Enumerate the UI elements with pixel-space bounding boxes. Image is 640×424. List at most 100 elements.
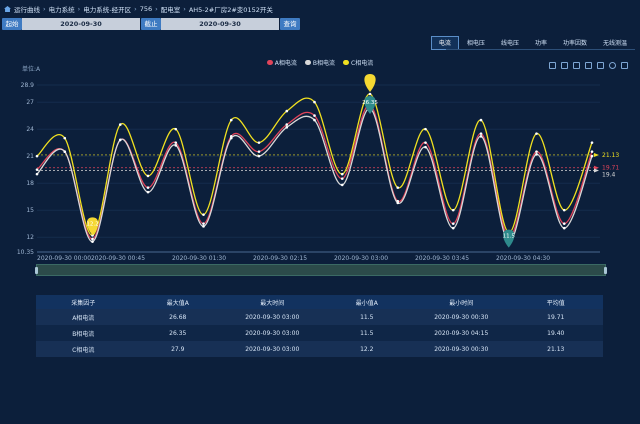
data-point bbox=[146, 174, 150, 178]
data-point bbox=[35, 172, 39, 176]
max-marker bbox=[364, 74, 376, 93]
x-tick-label: 2020-09-30 02:15 bbox=[253, 255, 307, 262]
average-label: 19.71 bbox=[602, 165, 619, 172]
breadcrumb-item[interactable]: 756 bbox=[139, 5, 153, 13]
search-button[interactable]: 查询 bbox=[280, 18, 300, 30]
start-date-label: 起始 bbox=[2, 18, 22, 30]
legend-item-c[interactable]: C相电流 bbox=[343, 58, 373, 67]
slider-handle-left[interactable] bbox=[35, 267, 38, 274]
data-point bbox=[313, 118, 316, 122]
column-header: 采集因子 bbox=[36, 295, 131, 309]
data-point bbox=[424, 127, 427, 131]
data-point bbox=[257, 154, 261, 158]
tab-current[interactable]: 电流 bbox=[430, 36, 459, 50]
chart-toolbox bbox=[549, 62, 628, 69]
end-date-label: 截止 bbox=[141, 18, 161, 30]
line-type-icon[interactable] bbox=[585, 62, 592, 69]
data-point bbox=[340, 172, 344, 176]
zoom-slider[interactable] bbox=[35, 264, 607, 276]
data-point bbox=[451, 226, 455, 230]
column-header: 最大值A bbox=[130, 295, 225, 309]
column-header: 平均值 bbox=[508, 295, 603, 309]
x-tick-label: 2020-09-30 00:45 bbox=[91, 255, 145, 262]
data-point bbox=[146, 190, 150, 194]
tab-wireless-temp[interactable]: 无线测温 bbox=[602, 40, 627, 47]
data-point bbox=[590, 154, 594, 158]
data-point bbox=[118, 138, 122, 142]
breadcrumb-item[interactable]: 配电室 bbox=[160, 6, 181, 14]
data-point bbox=[118, 123, 122, 126]
average-arrow bbox=[594, 152, 599, 157]
data-point bbox=[202, 222, 205, 225]
series-line bbox=[36, 107, 593, 243]
data-point bbox=[451, 222, 455, 225]
data-point bbox=[35, 168, 39, 171]
average-arrow bbox=[594, 165, 599, 170]
data-point bbox=[229, 118, 233, 122]
chart-legend: A相电流 B相电流 C相电流 bbox=[0, 58, 640, 67]
zoom-reset-icon[interactable] bbox=[561, 62, 568, 69]
tab-phase-voltage[interactable]: 相电压 bbox=[466, 40, 485, 47]
x-tick-label: 2020-09-30 03:00 bbox=[334, 255, 388, 262]
max-marker bbox=[86, 217, 99, 236]
slider-handle-right[interactable] bbox=[604, 267, 607, 274]
data-point bbox=[174, 141, 178, 144]
legend-item-b[interactable]: B相电流 bbox=[304, 58, 335, 67]
x-tick-label: 2020-09-30 01:30 bbox=[172, 255, 226, 262]
column-header: 最小值A bbox=[319, 295, 414, 309]
data-point bbox=[424, 145, 427, 149]
extreme-markers: 26.35 12.2 11.5 bbox=[86, 74, 515, 248]
data-point bbox=[479, 132, 483, 135]
y-tick-label: 28.9 bbox=[21, 82, 35, 89]
x-tick-label: 2020-09-30 04:30 bbox=[496, 255, 550, 262]
breadcrumb-item[interactable]: 电力系统 bbox=[48, 6, 75, 14]
data-point bbox=[535, 153, 538, 156]
data-point bbox=[63, 136, 67, 140]
y-unit-label: 单位:A bbox=[22, 66, 41, 73]
data-point bbox=[590, 141, 594, 144]
bar-type-icon[interactable] bbox=[597, 62, 604, 69]
y-tick-label: 15 bbox=[26, 207, 34, 214]
data-view-icon[interactable] bbox=[573, 62, 580, 69]
tab-bar: 电流 相电压 线电压 功率 功率因数 无线测温 bbox=[430, 36, 635, 50]
data-point bbox=[396, 186, 400, 189]
breadcrumb-item[interactable]: 运行曲线 bbox=[14, 6, 40, 14]
max-marker-label: 26.35 bbox=[362, 100, 378, 106]
data-point bbox=[91, 237, 94, 241]
data-point bbox=[313, 100, 316, 104]
tab-power[interactable]: 功率 bbox=[534, 40, 547, 47]
refresh-icon[interactable] bbox=[609, 62, 616, 69]
tab-underline bbox=[446, 49, 635, 50]
column-header: 最小时间 bbox=[414, 295, 509, 309]
y-tick-label: 10.35 bbox=[17, 249, 34, 256]
data-point bbox=[285, 123, 289, 126]
data-point bbox=[285, 109, 289, 113]
data-point bbox=[562, 226, 566, 230]
breadcrumb-item[interactable]: 电力系统-经开区 bbox=[83, 6, 132, 14]
download-icon[interactable] bbox=[621, 62, 628, 69]
zoom-icon[interactable] bbox=[549, 62, 556, 69]
table-row: A相电流 26.68 2020-09-30 03:00 11.5 2020-09-30 … bbox=[36, 309, 603, 325]
data-point bbox=[313, 114, 316, 117]
y-tick-label: 24 bbox=[26, 126, 34, 133]
data-point bbox=[146, 186, 150, 189]
start-date-field[interactable]: 2020-09-30 bbox=[22, 18, 140, 30]
legend-item-a[interactable]: A相电流 bbox=[266, 58, 297, 67]
table-row: C相电流 27.9 2020-09-30 03:00 12.2 2020-09-30 0… bbox=[36, 341, 603, 357]
min-marker bbox=[503, 229, 515, 248]
tab-power-factor[interactable]: 功率因数 bbox=[562, 40, 587, 47]
stats-table: 采集因子 最大值A 最大时间 最小值A 最小时间 平均值 A相电流 26.68 20… bbox=[36, 295, 603, 357]
data-point bbox=[257, 141, 261, 144]
tab-line-voltage[interactable]: 线电压 bbox=[500, 40, 519, 47]
data-point bbox=[396, 201, 400, 205]
end-date-field[interactable]: 2020-09-30 bbox=[161, 18, 279, 30]
data-point bbox=[340, 183, 344, 187]
data-point bbox=[590, 150, 594, 153]
data-point bbox=[479, 135, 483, 138]
home-icon bbox=[4, 6, 11, 12]
y-tick-label: 27 bbox=[26, 99, 34, 106]
breadcrumb: 运行曲线 › 电力系统 › 电力系统-经开区 › 756 › 配电室 › AH5-2#厂房… bbox=[4, 3, 273, 15]
